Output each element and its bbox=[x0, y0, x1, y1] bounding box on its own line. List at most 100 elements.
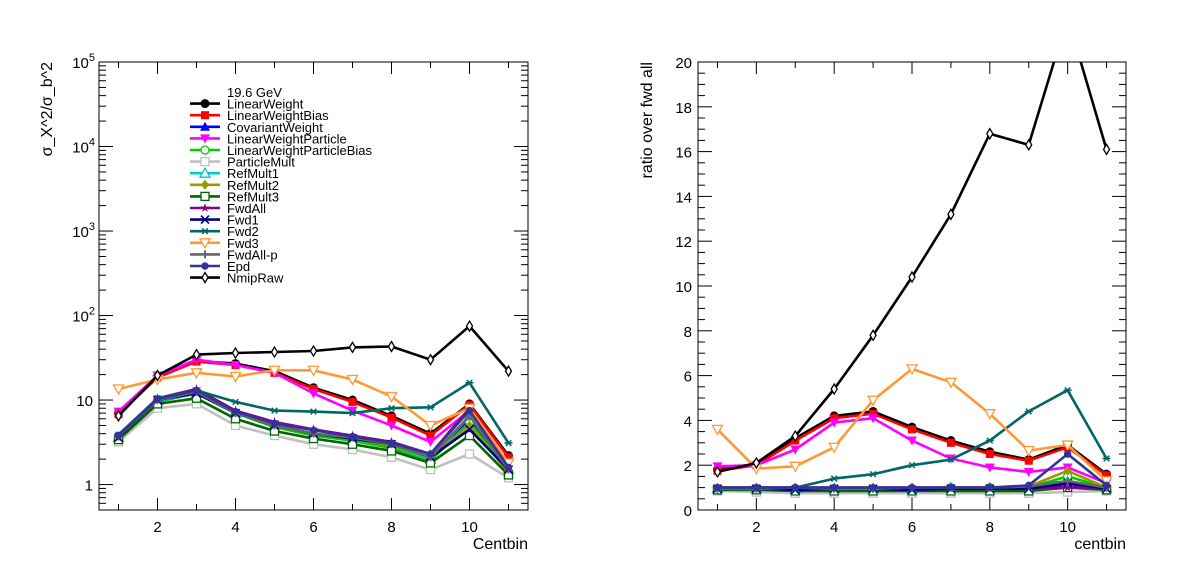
left-point-linearweightparticle-4 bbox=[230, 360, 241, 370]
right-point-nmipraw-6 bbox=[908, 270, 916, 284]
left-point-linearweightparticle-9 bbox=[425, 437, 436, 447]
left-plot-area bbox=[112, 319, 515, 483]
left-point-nmipraw-11 bbox=[504, 364, 513, 378]
left-x-tick-label: 4 bbox=[231, 519, 239, 536]
legend-marker-linearweightparticle bbox=[200, 134, 210, 144]
legend-marker-covariantweight bbox=[200, 121, 210, 131]
legend-marker-fwd2 bbox=[201, 227, 209, 235]
right-point-epd-2 bbox=[752, 483, 761, 492]
legend-entry-fwdall: FwdAll bbox=[190, 201, 266, 216]
legend-marker-refmult1 bbox=[198, 166, 212, 178]
legend-entry-refmult1: RefMult1 bbox=[190, 166, 279, 181]
right-y-axis-label: ratio over fwd all bbox=[639, 62, 656, 179]
right-point-epd-5 bbox=[869, 483, 877, 492]
left-point-epd-5 bbox=[270, 419, 279, 428]
left-point-epd-1 bbox=[114, 431, 123, 440]
left-point-epd-6 bbox=[309, 426, 318, 434]
legend-marker-fwdall bbox=[200, 203, 210, 212]
right-point-fwd3-10 bbox=[1061, 440, 1074, 452]
right-point-nmipraw-5 bbox=[869, 329, 877, 342]
right-point-fwd3-9 bbox=[1022, 445, 1035, 457]
left-point-epd-7 bbox=[348, 432, 357, 441]
legend-label: CovariantWeight bbox=[227, 120, 323, 135]
legend-marker-fwd1 bbox=[200, 215, 210, 225]
right-series-epd bbox=[713, 450, 1111, 492]
legend-entry-fwdall-p: FwdAll-p bbox=[190, 247, 278, 262]
right-point-linearweightbias-11 bbox=[1102, 471, 1111, 480]
right-point-epd-9 bbox=[1025, 481, 1033, 490]
legend-entry-nmipraw: NmipRaw bbox=[190, 271, 284, 286]
right-point-fwd2-5 bbox=[869, 470, 878, 478]
legend-label: RefMult3 bbox=[227, 189, 279, 204]
left-y-tick-label: 103 bbox=[72, 221, 95, 241]
right-series-nmipraw bbox=[713, 62, 1111, 479]
right-point-fwd3-11 bbox=[1100, 476, 1113, 488]
legend-entry-fwd3: Fwd3 bbox=[190, 236, 259, 251]
left-point-fwd3-6 bbox=[307, 365, 320, 377]
left-point-fwd2-8 bbox=[387, 404, 396, 412]
left-series-fwd3 bbox=[112, 365, 515, 470]
right-y-tick-label: 16 bbox=[675, 145, 692, 162]
legend-entry-linearweightparticle: LinearWeightParticle bbox=[190, 131, 347, 146]
legend-entry-refmult3: RefMult3 bbox=[190, 189, 279, 204]
right-point-fwd3-6 bbox=[905, 364, 919, 376]
left-point-nmipraw-1 bbox=[114, 409, 123, 423]
legend-marker-linearweight bbox=[200, 99, 210, 109]
right-point-fwd3-4 bbox=[828, 442, 841, 454]
right-y-tick-label: 6 bbox=[684, 369, 692, 386]
right-x-tick-label: 10 bbox=[1059, 519, 1076, 536]
left-point-fwd3-1 bbox=[112, 384, 125, 396]
right-point-fwd3-1 bbox=[711, 424, 724, 436]
right-y-tick-label: 10 bbox=[675, 279, 692, 296]
right-point-epd-3 bbox=[791, 483, 799, 492]
left-point-fwd2-7 bbox=[348, 409, 357, 417]
left-y-tick-label: 10 bbox=[76, 393, 93, 410]
right-point-fwd2-7 bbox=[946, 456, 955, 463]
legend-marker-epd bbox=[201, 262, 209, 270]
left-point-nmipraw-3 bbox=[192, 348, 201, 361]
right-point-linearweightbias-6 bbox=[908, 425, 916, 434]
right-point-fwd2-8 bbox=[985, 437, 994, 444]
left-x-tick-label: 8 bbox=[387, 519, 395, 536]
right-point-epd-7 bbox=[947, 483, 955, 492]
left-point-nmipraw-5 bbox=[270, 345, 279, 359]
right-point-fwd2-4 bbox=[830, 475, 839, 482]
right-y-tick-label: 20 bbox=[675, 55, 692, 72]
legend-marker-refmult2 bbox=[201, 179, 209, 190]
left-point-linearweightparticle-8 bbox=[386, 421, 397, 431]
right-point-fwdall-10 bbox=[1062, 482, 1073, 492]
left-point-epd-8 bbox=[387, 439, 396, 447]
left-point-fwd2-9 bbox=[426, 404, 435, 411]
left-x-axis-label: Centbin bbox=[473, 536, 528, 553]
right-y-tick-label: 18 bbox=[675, 100, 692, 117]
left-point-linearweightbias-11 bbox=[504, 453, 513, 462]
legend-marker-linearweightparticlebias bbox=[200, 145, 210, 155]
right-point-nmipraw-1 bbox=[713, 465, 722, 479]
left-point-linearweightparticle-7 bbox=[347, 406, 358, 416]
left-point-linearweightparticle-6 bbox=[308, 389, 319, 399]
left-point-fwd1-10 bbox=[464, 424, 475, 434]
legend-entry-epd: Epd bbox=[190, 259, 250, 274]
right-point-nmipraw-2 bbox=[752, 456, 761, 470]
left-point-linearweightbias-6 bbox=[309, 385, 318, 394]
legend-label: ParticleMult bbox=[227, 155, 295, 170]
right-point-fwdall-p-10 bbox=[1063, 476, 1072, 485]
legend-entry-linearweight: LinearWeight bbox=[190, 97, 304, 112]
legend-label: LinearWeightParticleBias bbox=[227, 143, 372, 158]
right-point-nmipraw-4 bbox=[830, 382, 838, 396]
right-x-tick-label: 8 bbox=[986, 519, 994, 536]
right-x-axis-label: centbin bbox=[1074, 536, 1126, 553]
left-point-fwd3-3 bbox=[190, 368, 203, 380]
left-y-tick-label: 102 bbox=[72, 306, 95, 326]
legend-marker-linearweightbias bbox=[201, 111, 209, 120]
right-point-linearweightparticle-6 bbox=[907, 436, 917, 446]
right-point-epd-1 bbox=[713, 483, 722, 492]
left-y-tick-label: 104 bbox=[72, 137, 95, 157]
left-point-nmipraw-6 bbox=[309, 344, 318, 358]
right-x-tick-label: 2 bbox=[752, 519, 760, 536]
right-point-epd-10 bbox=[1063, 450, 1072, 458]
right-point-linearweightbias-9 bbox=[1024, 456, 1033, 465]
left-point-fwd2-4 bbox=[231, 398, 240, 406]
right-point-linearweightparticle-8 bbox=[984, 463, 995, 473]
